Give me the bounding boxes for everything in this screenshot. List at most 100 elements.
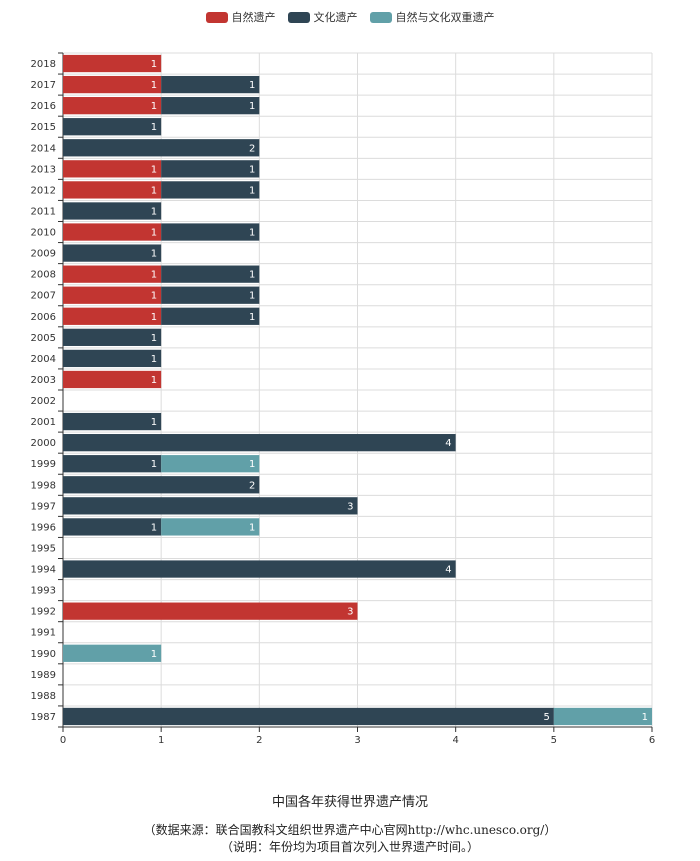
explanation-note: （说明：年份均为项目首次列入世界遗产时间。） (220, 840, 479, 854)
data-label: 1 (151, 122, 157, 133)
bar-2014-series-1 (63, 139, 260, 157)
chart-title: 中国各年获得世界遗产情况 (271, 795, 428, 810)
bar-1992-series-0 (63, 602, 358, 620)
bar-1996-series-1 (63, 518, 162, 536)
legend-item-2[interactable]: 自然与文化双重遗产 (369, 9, 495, 25)
y-tick-label: 2011 (31, 206, 56, 217)
y-tick-label: 2017 (31, 80, 56, 91)
bar-1999-series-2 (161, 455, 260, 473)
bar-2011-series-1 (63, 202, 162, 220)
data-label: 1 (151, 59, 157, 70)
bar-1990-series-2 (63, 644, 162, 662)
data-label: 1 (151, 80, 157, 91)
bar-2016-series-0 (63, 97, 162, 115)
x-tick-label: 2 (256, 735, 262, 746)
bar-2004-series-1 (63, 349, 162, 368)
data-label: 1 (151, 649, 157, 660)
x-tick-label: 6 (649, 735, 655, 746)
legend-item-0[interactable]: 自然遗产 (205, 9, 276, 25)
y-tick-label: 2004 (31, 354, 56, 365)
y-tick-label: 2018 (31, 59, 56, 70)
x-tick-label: 3 (354, 735, 360, 746)
legend-swatch (369, 11, 392, 23)
bar-2007-series-1 (161, 286, 260, 304)
y-tick-label: 1988 (31, 691, 56, 702)
y-tick-label: 1995 (31, 543, 56, 554)
y-tick-label: 2009 (31, 249, 56, 260)
bar-2013-series-0 (63, 160, 162, 178)
y-tick-label: 1998 (31, 480, 56, 491)
data-label: 1 (249, 522, 255, 533)
data-label: 1 (151, 333, 157, 344)
bar-2008-series-0 (63, 265, 162, 283)
bar-2010-series-1 (161, 223, 260, 241)
data-label: 1 (151, 164, 157, 175)
bar-2001-series-1 (63, 412, 162, 431)
legend: 自然遗产 文化遗产 自然与文化双重遗产 (0, 8, 700, 26)
x-tick-label: 1 (158, 735, 164, 746)
bar-2015-series-1 (63, 118, 162, 136)
data-label: 1 (151, 249, 157, 260)
x-tick-label: 5 (551, 735, 557, 746)
data-label: 1 (151, 522, 157, 533)
y-tick-label: 1989 (31, 670, 56, 681)
bar-1987-series-1 (63, 707, 554, 726)
y-tick-label: 2012 (31, 185, 56, 196)
y-tick-label: 2001 (31, 417, 56, 428)
bar-2007-series-0 (63, 286, 162, 304)
y-tick-label: 2013 (31, 164, 56, 175)
bar-2012-series-1 (161, 181, 260, 199)
legend-label: 自然遗产 (231, 11, 276, 24)
data-label: 5 (543, 712, 549, 723)
legend-item-1[interactable]: 文化遗产 (287, 9, 358, 25)
y-tick-label: 2003 (31, 375, 56, 386)
bar-2010-series-0 (63, 223, 162, 241)
data-label: 4 (445, 438, 451, 449)
bar-2008-series-1 (161, 265, 260, 283)
data-label: 2 (249, 480, 255, 491)
data-label: 1 (151, 354, 157, 365)
data-label: 3 (347, 607, 353, 618)
bar-2003-series-0 (63, 370, 162, 389)
y-tick-label: 2002 (31, 396, 56, 407)
bar-2006-series-1 (161, 307, 260, 325)
data-label: 1 (151, 228, 157, 239)
data-label: 1 (151, 291, 157, 302)
y-tick-label: 2008 (31, 270, 56, 281)
y-tick-label: 2014 (31, 143, 56, 154)
y-tick-label: 2010 (31, 228, 56, 239)
y-tick-label: 2007 (31, 291, 56, 302)
data-label: 1 (151, 459, 157, 470)
bar-1999-series-1 (63, 455, 162, 473)
data-label: 4 (445, 565, 451, 576)
bar-2013-series-1 (161, 160, 260, 178)
bar-2006-series-0 (63, 307, 162, 325)
data-label: 1 (249, 459, 255, 470)
bar-1997-series-1 (63, 497, 358, 515)
x-tick-label: 4 (452, 735, 458, 746)
data-label: 1 (249, 80, 255, 91)
bar-1994-series-1 (63, 560, 456, 578)
y-tick-label: 1992 (31, 607, 56, 618)
data-label: 1 (151, 206, 157, 217)
bar-2017-series-0 (63, 75, 162, 94)
y-tick-label: 2006 (31, 312, 56, 323)
y-tick-label: 2000 (31, 438, 56, 449)
data-label: 1 (151, 270, 157, 281)
data-label: 1 (249, 270, 255, 281)
data-label: 1 (151, 312, 157, 323)
y-tick-label: 1987 (31, 712, 56, 723)
x-tick-label: 0 (60, 735, 66, 746)
data-label: 1 (642, 712, 648, 723)
y-tick-label: 1994 (31, 565, 56, 576)
y-tick-label: 1990 (31, 649, 56, 660)
bar-1987-series-2 (553, 707, 652, 726)
legend-swatch (205, 11, 228, 23)
bar-2017-series-1 (161, 75, 260, 94)
y-tick-label: 2016 (31, 101, 56, 112)
data-label: 1 (249, 291, 255, 302)
data-label: 1 (151, 101, 157, 112)
data-label: 1 (249, 228, 255, 239)
bar-2018-series-0 (63, 54, 162, 73)
data-label: 1 (151, 417, 157, 428)
